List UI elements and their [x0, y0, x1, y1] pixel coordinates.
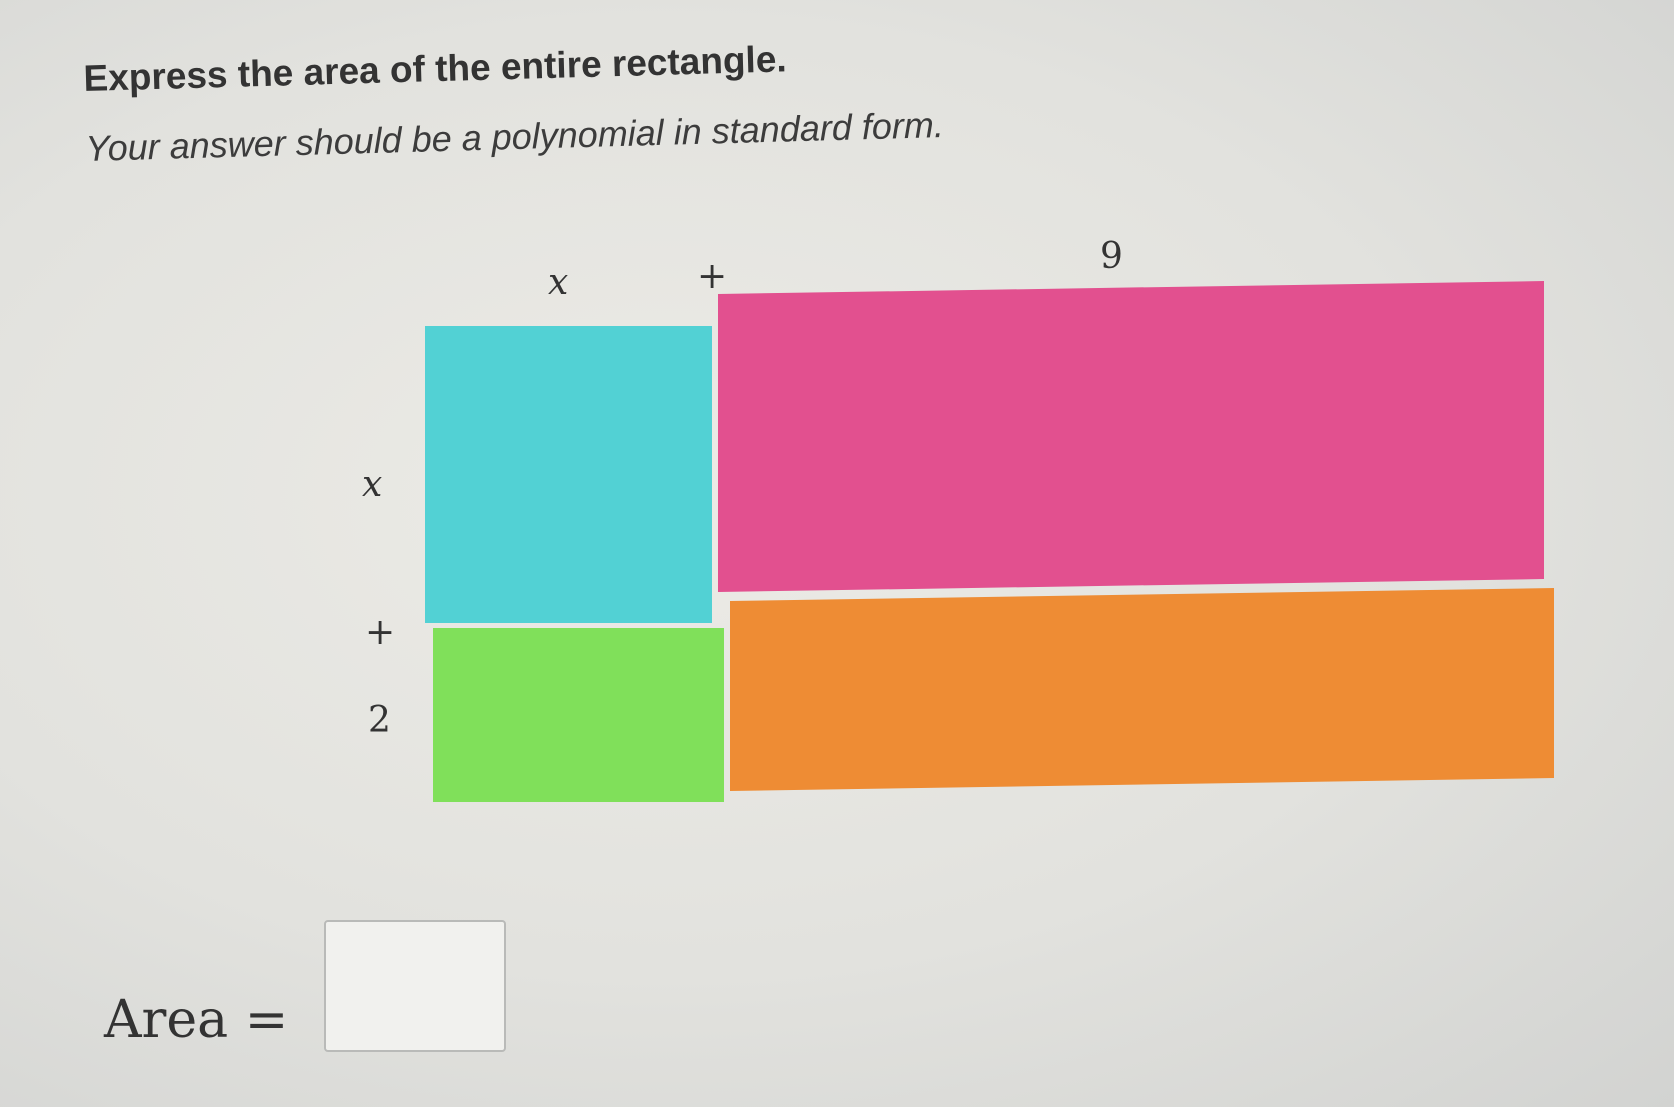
top-label-plus: +	[697, 256, 728, 297]
area-answer-input[interactable]	[324, 920, 506, 1052]
top-label-9: 9	[1100, 236, 1123, 277]
question-instructions: Your answer should be a polynomial in st…	[85, 104, 945, 169]
region-9-by-x	[718, 281, 1544, 592]
region-x-by-x	[425, 326, 712, 623]
left-label-plus: +	[365, 612, 396, 653]
top-label-x: x	[548, 262, 569, 303]
region-9-by-2	[730, 588, 1554, 791]
area-label: Area =	[104, 990, 289, 1050]
left-label-x: x	[362, 464, 383, 505]
region-x-by-2	[433, 628, 724, 802]
question-title: Express the area of the entire rectangle…	[83, 38, 788, 99]
left-label-2: 2	[368, 700, 391, 741]
